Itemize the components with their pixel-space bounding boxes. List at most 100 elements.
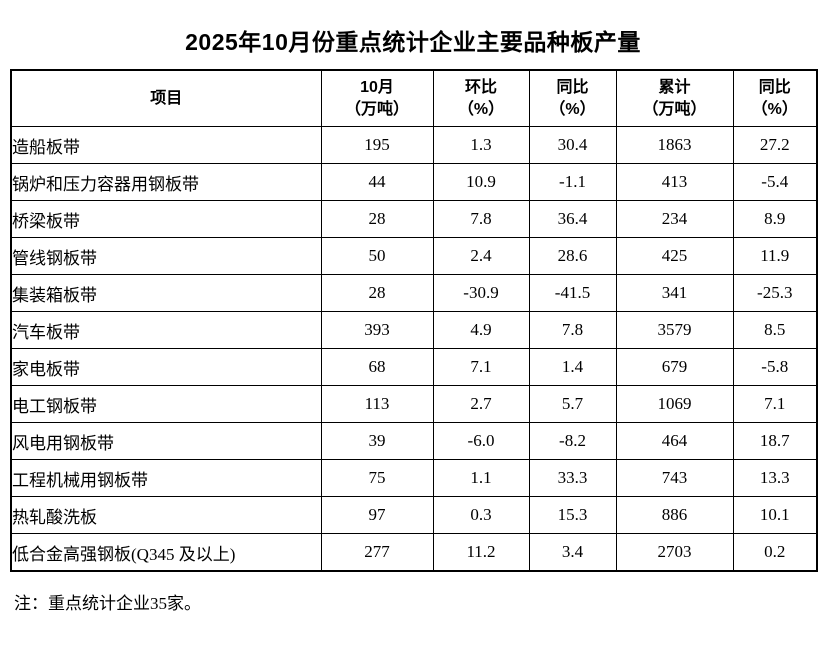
value-cell: 10.9 <box>432 163 530 201</box>
value-cell: 679 <box>615 348 734 386</box>
value-cell: 11.2 <box>432 533 530 572</box>
value-cell: 33.3 <box>528 459 617 497</box>
value-cell: 1863 <box>615 126 734 164</box>
value-cell: -5.8 <box>732 348 818 386</box>
value-cell: -25.3 <box>732 274 818 312</box>
column-header-cumulative-yoy: 同比 （%） <box>732 69 818 127</box>
value-cell: 10.1 <box>732 496 818 534</box>
column-header-line1: 项目 <box>150 89 183 107</box>
value-cell: 28 <box>320 274 434 312</box>
value-cell: 7.1 <box>732 385 818 423</box>
value-cell: 8.9 <box>732 200 818 238</box>
value-cell: 13.3 <box>732 459 818 497</box>
value-cell: 7.1 <box>432 348 530 386</box>
column-header-line1: 10月 <box>360 78 394 96</box>
column-header-line1: 同比 <box>758 78 791 96</box>
column-header-october: 10月 （万吨） <box>320 69 434 127</box>
column-header-cumulative: 累计 （万吨） <box>615 69 734 127</box>
value-cell: 393 <box>320 311 434 349</box>
value-cell: 464 <box>615 422 734 460</box>
value-cell: 30.4 <box>528 126 617 164</box>
value-cell: 50 <box>320 237 434 275</box>
value-cell: 1.3 <box>432 126 530 164</box>
column-header-line2: （万吨） <box>642 100 707 118</box>
item-cell: 低合金高强钢板(Q345 及以上) <box>10 533 322 572</box>
value-cell: 97 <box>320 496 434 534</box>
column-header-line2: （%） <box>751 100 798 118</box>
column-header-yoy: 同比 （%） <box>528 69 617 127</box>
value-cell: 425 <box>615 237 734 275</box>
column-header-line2: （%） <box>457 100 505 118</box>
table-row: 锅炉和压力容器用钢板带 44 10.9 -1.1 413 -5.4 <box>10 163 818 201</box>
item-cell: 造船板带 <box>10 126 322 164</box>
value-cell: 75 <box>320 459 434 497</box>
table-row: 工程机械用钢板带 75 1.1 33.3 743 13.3 <box>10 459 818 497</box>
value-cell: -8.2 <box>528 422 617 460</box>
column-header-item: 项目 <box>10 69 322 127</box>
column-header-line2: （万吨） <box>344 100 409 118</box>
value-cell: 8.5 <box>732 311 818 349</box>
value-cell: 5.7 <box>528 385 617 423</box>
value-cell: 15.3 <box>528 496 617 534</box>
table-row: 低合金高强钢板(Q345 及以上) 277 11.2 3.4 2703 0.2 <box>10 533 818 572</box>
value-cell: -5.4 <box>732 163 818 201</box>
item-cell: 管线钢板带 <box>10 237 322 275</box>
value-cell: 0.2 <box>732 533 818 572</box>
item-cell: 热轧酸洗板 <box>10 496 322 534</box>
item-cell: 桥梁板带 <box>10 200 322 238</box>
value-cell: 7.8 <box>528 311 617 349</box>
item-cell: 风电用钢板带 <box>10 422 322 460</box>
item-cell: 工程机械用钢板带 <box>10 459 322 497</box>
table-row: 集装箱板带 28 -30.9 -41.5 341 -25.3 <box>10 274 818 312</box>
value-cell: 886 <box>615 496 734 534</box>
value-cell: 413 <box>615 163 734 201</box>
item-cell: 汽车板带 <box>10 311 322 349</box>
footnote: 注：重点统计企业35家。 <box>14 594 201 613</box>
value-cell: -6.0 <box>432 422 530 460</box>
value-cell: 1.4 <box>528 348 617 386</box>
column-header-mom: 环比 （%） <box>432 69 530 127</box>
value-cell: 28.6 <box>528 237 617 275</box>
value-cell: 3579 <box>615 311 734 349</box>
value-cell: 44 <box>320 163 434 201</box>
value-cell: 28 <box>320 200 434 238</box>
value-cell: 2.4 <box>432 237 530 275</box>
table-row: 桥梁板带 28 7.8 36.4 234 8.9 <box>10 200 818 238</box>
value-cell: 18.7 <box>732 422 818 460</box>
value-cell: -1.1 <box>528 163 617 201</box>
column-header-line2: （%） <box>549 100 596 118</box>
value-cell: 234 <box>615 200 734 238</box>
value-cell: 3.4 <box>528 533 617 572</box>
table-header-row: 项目 10月 （万吨） 环比 （%） 同比 （%） 累计 （万吨） 同比 （%） <box>10 69 818 127</box>
value-cell: 277 <box>320 533 434 572</box>
value-cell: 4.9 <box>432 311 530 349</box>
value-cell: 2703 <box>615 533 734 572</box>
table-row: 造船板带 195 1.3 30.4 1863 27.2 <box>10 126 818 164</box>
page-title: 2025年10月份重点统计企业主要品种板产量 <box>185 29 641 55</box>
table-row: 风电用钢板带 39 -6.0 -8.2 464 18.7 <box>10 422 818 460</box>
column-header-line1: 累计 <box>658 78 691 96</box>
value-cell: 68 <box>320 348 434 386</box>
table-row: 管线钢板带 50 2.4 28.6 425 11.9 <box>10 237 818 275</box>
value-cell: 1.1 <box>432 459 530 497</box>
production-table: 项目 10月 （万吨） 环比 （%） 同比 （%） 累计 （万吨） 同比 （%） <box>10 69 818 572</box>
value-cell: 7.8 <box>432 200 530 238</box>
value-cell: 341 <box>615 274 734 312</box>
item-cell: 锅炉和压力容器用钢板带 <box>10 163 322 201</box>
value-cell: -41.5 <box>528 274 617 312</box>
value-cell: 0.3 <box>432 496 530 534</box>
table-row: 家电板带 68 7.1 1.4 679 -5.8 <box>10 348 818 386</box>
value-cell: 1069 <box>615 385 734 423</box>
table-row: 热轧酸洗板 97 0.3 15.3 886 10.1 <box>10 496 818 534</box>
item-cell: 集装箱板带 <box>10 274 322 312</box>
item-cell: 电工钢板带 <box>10 385 322 423</box>
table-row: 汽车板带 393 4.9 7.8 3579 8.5 <box>10 311 818 349</box>
column-header-line1: 同比 <box>556 78 589 96</box>
value-cell: 113 <box>320 385 434 423</box>
item-cell: 家电板带 <box>10 348 322 386</box>
value-cell: 2.7 <box>432 385 530 423</box>
value-cell: 27.2 <box>732 126 818 164</box>
value-cell: 39 <box>320 422 434 460</box>
value-cell: 11.9 <box>732 237 818 275</box>
column-header-line1: 环比 <box>464 78 497 96</box>
